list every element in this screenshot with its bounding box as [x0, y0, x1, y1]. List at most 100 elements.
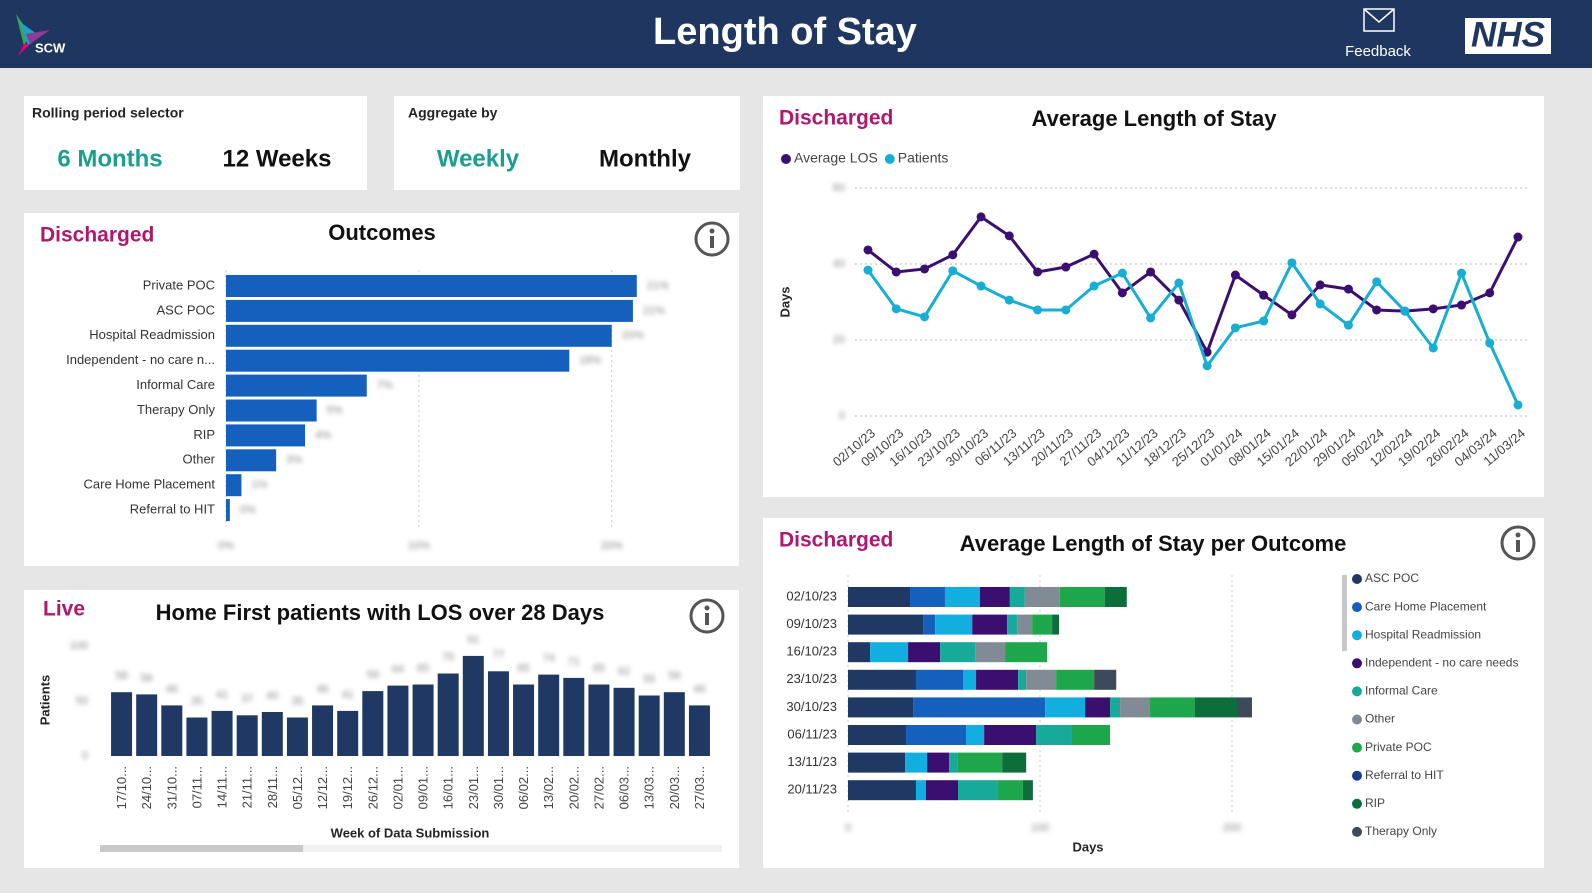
x-tick-label: 12/12...	[315, 766, 330, 809]
bar-segment	[870, 642, 909, 663]
bar-segment	[927, 752, 950, 773]
y-tick-label: 60	[833, 182, 845, 194]
bar	[538, 674, 560, 756]
legend-label: Care Home Placement	[1365, 599, 1487, 613]
selector-option[interactable]: Weekly	[437, 145, 520, 172]
bar	[312, 705, 334, 756]
x-tick-label: 24/10...	[139, 766, 154, 809]
category-label: 13/11/23	[787, 754, 837, 769]
value-label: 59	[367, 669, 379, 681]
bar-segment	[848, 780, 916, 801]
legend-marker	[1352, 770, 1362, 781]
x-tick-label: 13/02...	[541, 766, 556, 809]
bar	[588, 684, 610, 756]
bar-segment	[1056, 669, 1095, 690]
info-icon[interactable]	[1500, 525, 1536, 561]
y-tick-label: 0	[82, 750, 88, 762]
bar	[226, 275, 637, 297]
panel-tag: Live	[43, 598, 85, 621]
feedback-button[interactable]: Feedback	[1345, 8, 1411, 60]
bar-segment	[1094, 669, 1117, 690]
bar	[337, 710, 359, 756]
selector-option[interactable]: Monthly	[599, 145, 692, 172]
bar-segment	[848, 725, 906, 745]
value-label: 35	[191, 695, 203, 707]
category-label: 30/10/23	[786, 699, 837, 714]
bar	[226, 449, 277, 472]
line-point	[863, 245, 873, 255]
x-tick-label: 27/03...	[692, 766, 707, 809]
bar-segment	[997, 780, 1023, 801]
chart-title: Outcomes	[328, 220, 436, 245]
x-tick-label: 0	[845, 822, 851, 834]
bar-segment	[979, 587, 1010, 607]
legend-label: Patients	[898, 150, 949, 166]
line-point	[1202, 361, 1212, 371]
value-label: 35	[291, 695, 303, 707]
bar-segment	[984, 725, 1037, 745]
value-label: 3%	[286, 454, 302, 466]
bar-segment	[1236, 697, 1252, 718]
value-label: 58	[668, 670, 680, 682]
logo-text: SCW	[35, 40, 66, 55]
legend-marker	[1352, 658, 1362, 669]
header-bar	[0, 0, 1592, 68]
value-label: 71	[568, 656, 580, 668]
scrollbar-thumb[interactable]	[100, 845, 303, 852]
bar	[211, 710, 233, 756]
bar-segment	[972, 614, 1008, 635]
bar-segment	[910, 587, 945, 607]
bar-segment	[1104, 587, 1127, 607]
bar	[387, 685, 409, 756]
bar-segment	[957, 752, 1003, 773]
value-label: 64	[392, 664, 404, 676]
category-label: Private POC	[143, 277, 215, 292]
bar-segment	[963, 669, 977, 690]
value-label: 65	[517, 662, 529, 674]
chart-title: Average Length of Stay	[1032, 106, 1278, 131]
avg-los-panel	[763, 96, 1544, 497]
bar	[226, 399, 317, 422]
bar	[111, 692, 133, 756]
legend-label: Independent - no care needs	[1365, 655, 1518, 669]
bar	[226, 374, 367, 397]
bar-segment	[905, 752, 928, 773]
chart-title: Home First patients with LOS over 28 Day…	[156, 600, 605, 625]
selector-option[interactable]: 6 Months	[57, 145, 162, 172]
x-axis-label: Days	[1072, 839, 1103, 854]
info-icon[interactable]	[694, 221, 730, 257]
value-label: 5%	[327, 404, 343, 416]
legend-label: Hospital Readmission	[1365, 627, 1481, 641]
line-point	[1513, 400, 1523, 410]
legend-scrollbar[interactable]	[1342, 575, 1347, 651]
selector-option[interactable]: 12 Weeks	[223, 145, 332, 172]
bar-segment	[944, 587, 980, 607]
value-label: 75	[442, 651, 454, 663]
bar-segment	[1022, 780, 1033, 801]
y-axis-label: Days	[777, 286, 792, 317]
line-point	[1315, 280, 1325, 290]
y-axis-label: Patients	[37, 675, 52, 726]
scw-logo	[16, 14, 50, 56]
x-tick-label: 100	[1031, 822, 1049, 834]
value-label: 21%	[643, 305, 665, 317]
line-series	[866, 261, 1520, 406]
line-point	[976, 212, 986, 222]
line-point	[863, 265, 873, 275]
bar-segment	[848, 587, 911, 607]
info-icon[interactable]	[689, 598, 725, 634]
bar-segment	[1009, 587, 1025, 607]
value-label: 91	[467, 634, 479, 646]
bar	[136, 694, 158, 756]
x-tick-label: 31/10...	[164, 766, 179, 809]
x-tick-label: 09/01...	[416, 766, 431, 809]
period-panel	[24, 96, 367, 190]
bar-segment	[1032, 614, 1053, 635]
feedback-label[interactable]: Feedback	[1345, 43, 1411, 60]
bar	[186, 717, 208, 756]
bar-segment	[976, 669, 1019, 690]
scrollbar-track	[100, 845, 722, 852]
category-label: 16/10/23	[786, 644, 837, 659]
period-label: Rolling period selector	[32, 105, 184, 121]
